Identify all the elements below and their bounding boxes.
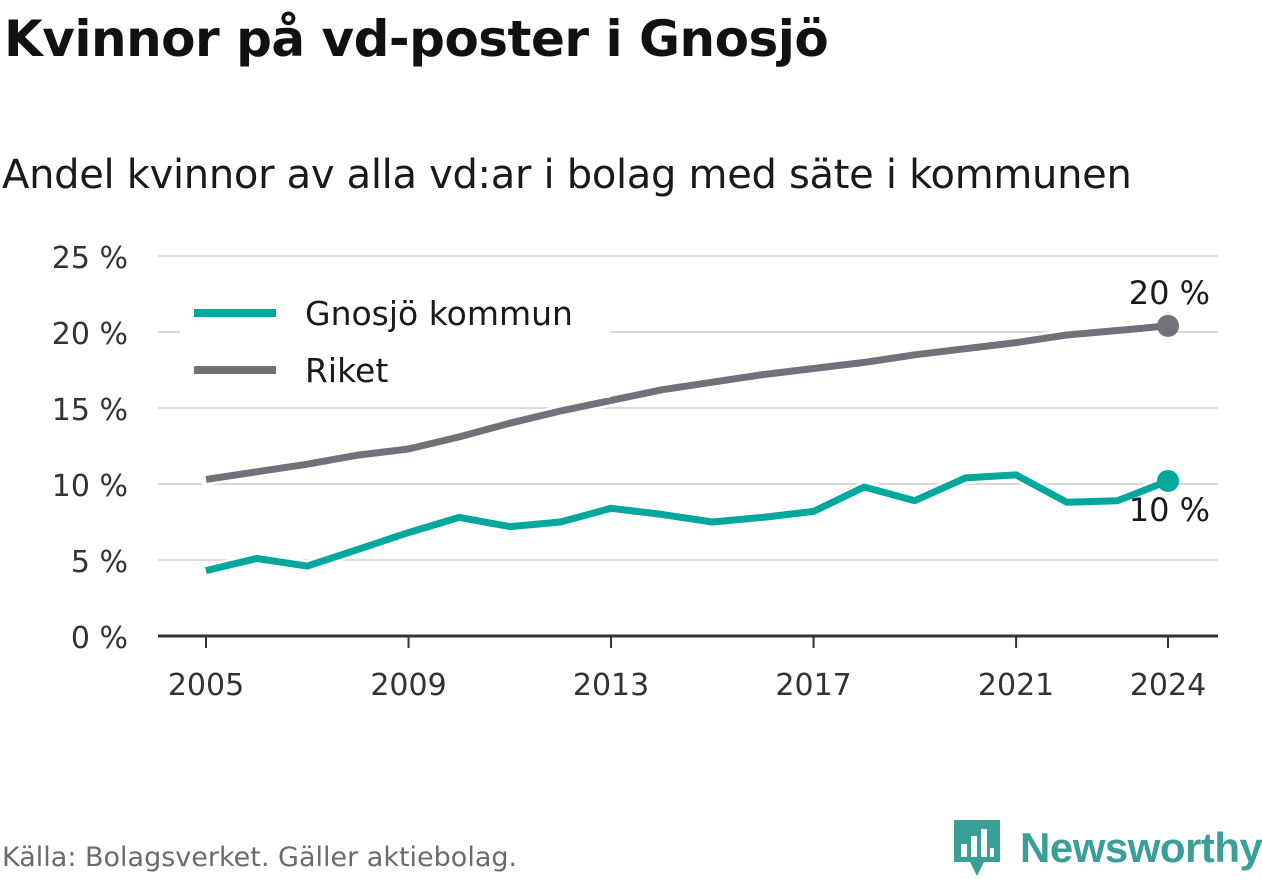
x-tick-label: 2017 [775,668,851,703]
end-label-gnosjo: 10 % [1129,491,1210,529]
x-axis: 2005 2009 2013 2017 2021 2024 [158,634,1218,703]
end-label-riket: 20 % [1129,274,1210,312]
y-tick-label: 25 % [52,241,128,276]
series-line-gnosj-kommun [205,471,1170,575]
brand-name: Newsworthy [1020,824,1262,871]
x-tick-label: 2021 [978,668,1054,703]
series-lines [200,314,1179,577]
legend-background [180,290,610,398]
x-tick-label: 2009 [370,668,446,703]
x-tick-label: 2013 [573,668,649,703]
y-tick-label: 5 % [71,545,128,580]
series-line-riket [205,322,1169,483]
series-halo-gnosj-kommun [200,468,1174,577]
y-tick-label: 0 % [71,621,128,656]
end-labels: 20 % 10 % [1129,274,1210,529]
chart-title: Kvinnor på vd-poster i Gnosjö [4,10,829,68]
y-axis-ticks: 0 % 5 % 10 % 15 % 20 % 25 % [52,241,128,656]
x-tick-label: 2024 [1130,668,1206,703]
legend-label: Gnosjö kommun [305,294,573,333]
y-tick-label: 20 % [52,317,128,352]
y-tick-label: 15 % [52,393,128,428]
y-tick-label: 10 % [52,469,128,504]
legend-label: Riket [305,351,388,390]
brand-logo: Newsworthy [952,818,1262,878]
newsworthy-logo-icon [954,820,1000,876]
end-point-gnosj-kommun [1157,469,1179,492]
source-note: Källa: Bolagsverket. Gäller aktiebolag. [2,842,518,873]
chart-subtitle: Andel kvinnor av alla vd:ar i bolag med … [2,152,1132,198]
legend: Gnosjö kommun Riket [180,290,610,398]
x-tick-label: 2005 [168,668,244,703]
end-point-riket [1157,314,1179,337]
